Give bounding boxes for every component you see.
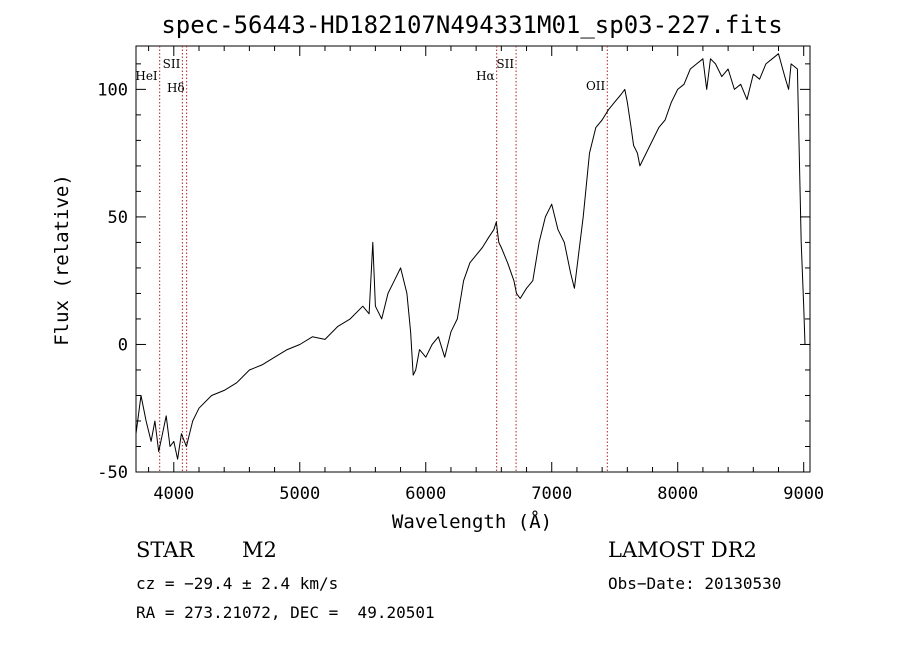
axis-ticks: 4000 5000 6000 7000 8000 9000 -50 0 50 100 [97, 46, 824, 504]
line-marker-label: SII [163, 57, 181, 71]
x-tick-label: 5000 [279, 484, 320, 504]
obs-date-text: Obs−Date: 20130530 [608, 574, 782, 593]
y-tick-label: 50 [108, 208, 128, 228]
line-marker-label: OII [586, 79, 606, 93]
y-tick-label: 0 [118, 335, 128, 355]
y-axis-label: Flux (relative) [51, 174, 73, 346]
x-tick-label: 8000 [657, 484, 698, 504]
coords-text: RA = 273.21072, DEC = 49.20501 [136, 603, 435, 622]
x-tick-label: 4000 [153, 484, 194, 504]
line-marker-label: SII [496, 57, 514, 71]
x-tick-label: 6000 [405, 484, 446, 504]
series-layer [135, 53, 806, 460]
x-axis-label: Wavelength (Å) [392, 510, 552, 533]
plot-frame [135, 45, 811, 473]
y-tick-label: -50 [97, 463, 128, 483]
x-tick-label: 9000 [783, 484, 824, 504]
object-class: STAR [136, 538, 195, 562]
y-tick-label: 100 [97, 80, 128, 100]
line-marker-label: HeI [135, 69, 158, 83]
x-tick-label: 7000 [531, 484, 572, 504]
spectrum-line [135, 53, 806, 460]
survey-name: LAMOST DR2 [608, 538, 757, 562]
object-subclass: M2 [242, 538, 277, 562]
chart-title: spec-56443-HD182107N494331M01_sp03-227.f… [161, 11, 782, 39]
redshift-text: cz = −29.4 ± 2.4 km/s [136, 574, 339, 593]
line-marker-label: Hδ [167, 81, 185, 95]
line-marker-label: Hα [476, 69, 495, 83]
